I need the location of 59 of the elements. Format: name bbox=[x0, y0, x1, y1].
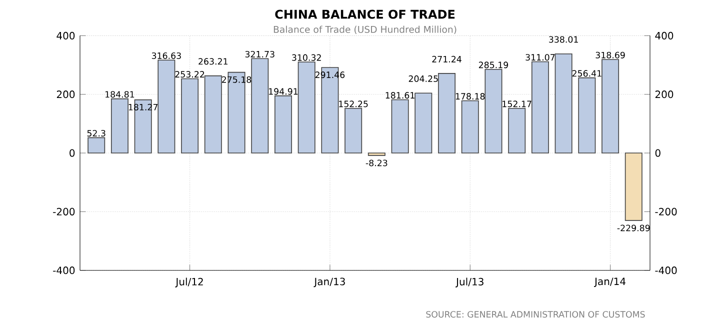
bar bbox=[251, 58, 269, 154]
y2-tick-label: -400 bbox=[655, 266, 677, 274]
data-label: 184.81 bbox=[105, 91, 134, 98]
data-label: -8.23 bbox=[366, 160, 388, 166]
bar bbox=[368, 152, 386, 156]
data-label: 178.18 bbox=[456, 93, 485, 100]
x-tick-label: Jan/13 bbox=[314, 278, 345, 288]
source-note: SOURCE: GENERAL ADMINISTRATION OF CUSTOMS bbox=[426, 311, 645, 318]
y-tick-label: -200 bbox=[53, 208, 75, 216]
data-label: 338.01 bbox=[549, 36, 578, 43]
chart-subtitle: Balance of Trade (USD Hundred Million) bbox=[274, 26, 456, 34]
data-label: 316.63 bbox=[152, 52, 181, 59]
y2-tick-label: -200 bbox=[655, 208, 677, 216]
y-tick-label: 200 bbox=[56, 90, 75, 98]
bar bbox=[438, 73, 456, 154]
bar bbox=[414, 92, 432, 154]
bar bbox=[110, 98, 128, 154]
data-label: 310.32 bbox=[292, 54, 321, 61]
y2-tick-label: 200 bbox=[655, 90, 674, 98]
bar bbox=[88, 137, 106, 154]
data-label: 256.41 bbox=[572, 70, 602, 77]
data-label: 263.21 bbox=[198, 58, 228, 65]
data-label: 204.25 bbox=[408, 75, 438, 82]
bar bbox=[344, 108, 362, 154]
data-label: 253.22 bbox=[175, 71, 204, 78]
y-tick-label: 400 bbox=[56, 32, 75, 40]
data-label: 311.07 bbox=[526, 54, 555, 61]
data-label: 152.25 bbox=[339, 100, 368, 108]
data-label: 271.24 bbox=[432, 56, 462, 62]
data-label: 152.17 bbox=[502, 100, 532, 108]
y-tick-label: 0 bbox=[70, 149, 75, 157]
x-tick-label: Jul/13 bbox=[456, 278, 484, 288]
x-tick-label: Jul/12 bbox=[175, 278, 203, 288]
bar bbox=[181, 78, 199, 154]
bar bbox=[391, 99, 409, 154]
bar bbox=[508, 108, 526, 154]
bar bbox=[158, 60, 176, 154]
data-label: 321.73 bbox=[245, 50, 274, 58]
chart-title: CHINA BALANCE OF TRADE bbox=[275, 10, 455, 19]
bar bbox=[578, 77, 596, 154]
y-tick-label: -400 bbox=[53, 266, 75, 274]
data-label: -229.89 bbox=[617, 224, 650, 232]
data-label: 52.3 bbox=[87, 130, 106, 137]
bar bbox=[484, 68, 502, 154]
data-label: 194.91 bbox=[269, 88, 298, 95]
bar bbox=[298, 62, 316, 154]
bar bbox=[274, 95, 292, 154]
bar bbox=[554, 53, 572, 154]
bar bbox=[531, 61, 549, 154]
data-label: 318.69 bbox=[596, 52, 625, 58]
bar bbox=[624, 152, 642, 221]
y2-tick-label: 0 bbox=[655, 149, 660, 157]
data-label: 181.61 bbox=[386, 92, 414, 99]
x-tick-label: Jan/14 bbox=[594, 278, 626, 288]
bar bbox=[602, 59, 620, 154]
bar bbox=[461, 100, 479, 154]
data-label: 285.19 bbox=[478, 62, 508, 68]
y2-tick-label: 400 bbox=[655, 32, 674, 40]
bar bbox=[204, 75, 222, 154]
